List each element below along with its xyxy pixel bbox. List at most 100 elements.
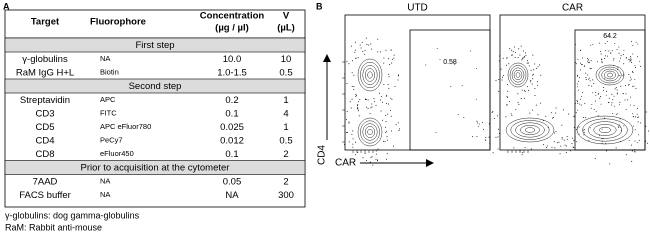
contour — [576, 115, 634, 145]
event-dot — [388, 87, 390, 89]
table-cell: 7AAD — [33, 176, 58, 187]
event-dot — [608, 101, 610, 103]
event-dot — [521, 89, 523, 91]
event-dot — [386, 139, 388, 141]
event-dot — [354, 49, 356, 51]
table-cell: 0.5 — [279, 67, 292, 78]
table-cell: 0.1 — [225, 149, 238, 160]
event-dot — [619, 104, 620, 106]
event-dot — [393, 145, 395, 147]
event-dot — [509, 101, 511, 103]
event-dot — [370, 107, 372, 109]
event-dot — [620, 85, 622, 87]
event-dot — [477, 122, 479, 124]
event-dot — [352, 146, 354, 148]
event-dot — [639, 65, 641, 67]
contour — [601, 68, 619, 82]
event-dot — [618, 52, 620, 54]
event-dot — [623, 93, 624, 95]
table-cell: 10.0 — [223, 54, 242, 65]
event-dot — [555, 107, 557, 109]
event-dot — [583, 131, 585, 133]
table-cell: 2 — [283, 176, 288, 187]
event-dot — [344, 143, 346, 145]
event-dot — [523, 56, 525, 58]
event-dot — [359, 44, 361, 46]
event-dot — [372, 164, 374, 166]
event-dot — [351, 98, 353, 100]
table-cell: APC eFluor780 — [100, 122, 151, 131]
event-dot — [635, 41, 637, 43]
event-dot — [550, 112, 552, 114]
event-dot — [492, 152, 494, 154]
event-dot — [613, 64, 614, 66]
contour — [524, 127, 536, 133]
event-dot — [595, 100, 597, 102]
event-dot — [576, 83, 578, 85]
event-dot — [580, 49, 582, 51]
contour — [513, 69, 523, 81]
event-dot — [497, 136, 499, 138]
event-dot — [637, 121, 639, 123]
event-dot — [629, 80, 631, 82]
event-dot — [566, 135, 568, 137]
event-dot — [616, 89, 618, 91]
event-dot — [365, 159, 367, 161]
event-dot — [579, 69, 581, 71]
event-dot — [623, 74, 625, 76]
event-dot — [384, 141, 386, 143]
event-dot — [573, 140, 575, 142]
event-dot — [522, 50, 524, 52]
header-cell: (µg / µl) — [215, 23, 249, 34]
y-axis-label: CD4 — [317, 145, 328, 165]
contour — [364, 126, 376, 138]
event-dot — [600, 53, 602, 55]
event-dot — [634, 67, 636, 69]
event-dot — [492, 111, 494, 113]
event-dot — [625, 154, 627, 156]
event-dot — [439, 59, 441, 61]
event-dot — [357, 151, 359, 153]
event-dot — [348, 122, 350, 124]
contour — [515, 122, 545, 138]
event-dot — [581, 64, 582, 66]
event-dot — [589, 68, 591, 70]
event-dot — [552, 117, 554, 119]
table-cell: 0.5 — [279, 135, 292, 146]
contour — [598, 66, 622, 84]
event-dot — [361, 41, 363, 43]
event-dot — [580, 104, 582, 106]
event-dot — [636, 116, 638, 118]
event-dot — [386, 153, 388, 155]
event-dot — [497, 115, 499, 117]
event-dot — [619, 118, 621, 120]
event-dot — [370, 48, 372, 50]
event-dot — [582, 92, 583, 94]
event-dot — [348, 141, 350, 143]
event-dot — [514, 46, 516, 48]
event-dot — [634, 65, 636, 67]
event-dot — [527, 60, 529, 62]
event-dot — [633, 85, 635, 87]
event-dot — [630, 78, 632, 80]
event-dot — [435, 132, 437, 134]
event-dot — [375, 104, 377, 106]
footnote: γ-globulins: dog gamma-globulins — [5, 210, 140, 220]
event-dot — [587, 58, 589, 60]
event-dot — [450, 86, 452, 87]
contour — [367, 71, 373, 79]
table-cell: CD3 — [35, 108, 54, 119]
event-dot — [351, 85, 353, 87]
footnote: RaM: Rabbit anti-mouse — [5, 222, 102, 232]
event-dot — [615, 87, 617, 89]
event-dot — [524, 90, 526, 92]
event-dot — [623, 49, 625, 51]
event-dot — [616, 93, 618, 95]
event-dot — [500, 68, 502, 70]
event-dot — [604, 77, 606, 79]
figure: A B Target Fluorophore Concentration(µg / … — [3, 1, 650, 232]
event-dot — [348, 63, 350, 65]
table-cell: 1 — [283, 122, 288, 133]
event-dot — [605, 90, 607, 92]
event-dot — [602, 86, 604, 88]
